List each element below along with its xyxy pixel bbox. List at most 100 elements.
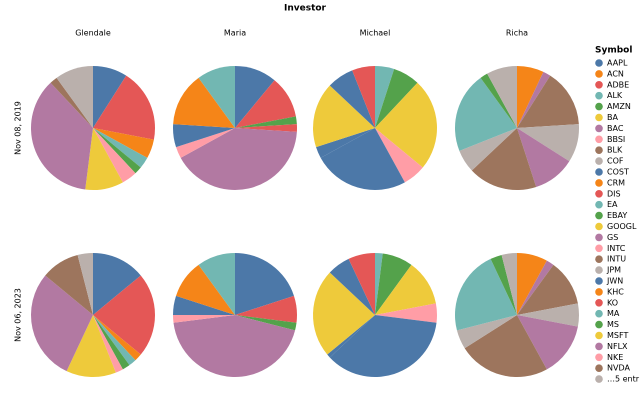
pie-slice	[517, 260, 554, 315]
pie-slice	[235, 315, 297, 323]
legend-swatch	[595, 190, 603, 198]
legend-swatch	[595, 70, 603, 78]
legend-label: KHC	[607, 287, 624, 296]
pie-slice	[93, 128, 154, 158]
pie-slice	[180, 128, 297, 190]
legend-label: BLK	[607, 146, 623, 155]
legend-label: BAC	[607, 124, 624, 133]
pie-slice	[235, 315, 297, 331]
column-header: Maria	[224, 29, 246, 38]
pie-slice	[487, 66, 517, 128]
row-header: Nov 06, 2023	[14, 288, 23, 342]
legend-swatch	[595, 288, 603, 296]
legend-swatch	[595, 255, 603, 263]
pie-slice	[235, 253, 294, 315]
pie-slice	[471, 128, 537, 190]
pie-slice	[375, 264, 436, 315]
pie-slice	[198, 253, 235, 315]
legend-label: NVDA	[607, 364, 630, 373]
legend-swatch	[595, 375, 603, 383]
pie-slice	[235, 66, 275, 128]
legend-label: JPM	[606, 266, 621, 275]
pie-slice	[375, 82, 437, 168]
legend-label: BA	[607, 113, 618, 122]
pie-slice	[375, 66, 395, 128]
pie-slice	[50, 77, 93, 128]
legend-label: ALK	[607, 91, 623, 100]
legend-label: GOOGL	[607, 222, 637, 231]
pie-slice	[93, 275, 155, 355]
legend-swatch	[595, 113, 603, 122]
legend-swatch	[595, 309, 603, 318]
pie-slice	[312, 272, 375, 355]
legend-swatch	[595, 179, 603, 187]
pie-slice	[352, 66, 375, 128]
legend-label: KO	[607, 298, 618, 307]
pie-slice	[329, 258, 375, 315]
pie-slice	[85, 128, 123, 190]
legend-swatch	[595, 81, 603, 89]
legend-swatch	[595, 277, 603, 285]
legend-title: Symbol	[595, 46, 632, 56]
legend-swatch	[595, 211, 603, 220]
pie-slice	[235, 116, 297, 128]
pie-slice	[517, 128, 570, 187]
pie-slice	[30, 275, 94, 372]
legend-swatch	[595, 59, 603, 67]
pie-slice	[93, 315, 136, 366]
legend-swatch	[595, 299, 603, 307]
pie-slice	[176, 264, 235, 315]
legend-label: INTC	[607, 244, 626, 253]
pie-slice	[316, 128, 375, 158]
pie-slice	[375, 128, 423, 183]
legend-swatch	[595, 200, 603, 209]
pie-slice	[456, 315, 517, 349]
legend-label: BBSI	[607, 135, 625, 144]
pie-slice	[375, 253, 383, 315]
legend-swatch	[595, 364, 603, 373]
pie-slice	[66, 315, 116, 377]
pie-slice	[93, 128, 136, 183]
legend-label: EBAY	[607, 211, 627, 220]
pie-slice	[77, 253, 93, 315]
legend-swatch	[595, 146, 603, 154]
pie-slice	[93, 315, 130, 370]
legend-swatch	[595, 342, 603, 351]
pie-slice	[235, 80, 296, 128]
pie-slice	[375, 303, 437, 323]
legend-label: NKE	[607, 353, 623, 362]
legend-swatch	[595, 168, 603, 176]
pie-slice	[173, 295, 235, 315]
pie-slice	[93, 128, 141, 174]
column-header: Michael	[360, 29, 391, 38]
pie-slice	[235, 295, 297, 315]
legend-label: CRM	[607, 178, 625, 187]
legend-swatch	[595, 233, 603, 242]
pie-slice	[455, 258, 517, 331]
pie-slice	[172, 124, 235, 148]
pie-slice	[327, 315, 375, 358]
chart-title: Investor	[284, 4, 327, 14]
legend-swatch	[595, 331, 603, 340]
pie-slice	[320, 128, 405, 190]
legend-label: COF	[607, 157, 624, 166]
pie-slice	[517, 303, 579, 327]
legend-label: ACN	[607, 69, 624, 78]
pie-slice	[93, 75, 155, 140]
legend-label: INTU	[607, 255, 626, 264]
column-header: Glendale	[75, 29, 111, 38]
pie-slice	[173, 315, 296, 377]
pie-slice	[464, 315, 547, 378]
pie-slice	[173, 315, 235, 323]
pie-slice	[93, 128, 148, 168]
legend-swatch	[595, 124, 603, 133]
pie-slice	[517, 66, 544, 128]
pie-slice	[198, 66, 235, 128]
pie-slice	[480, 73, 517, 128]
pie-slice	[348, 253, 375, 315]
pie-slice	[93, 66, 127, 128]
pie-slice	[501, 253, 517, 315]
pie-slice	[176, 128, 235, 158]
pie-slice	[375, 69, 418, 128]
legend-swatch	[595, 91, 603, 100]
